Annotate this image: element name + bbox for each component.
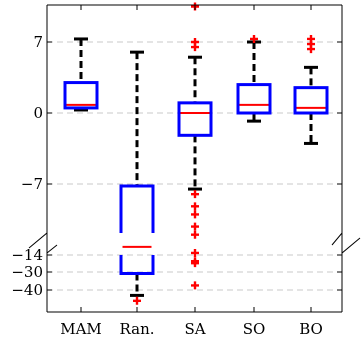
y-tick-label: −14: [11, 246, 43, 264]
box-body: [63, 81, 99, 110]
x-tick-label: BO: [299, 320, 323, 338]
box-body: [119, 184, 155, 233]
x-tick-label: Ran.: [119, 320, 154, 338]
box-mam: [63, 37, 99, 112]
outlier-marker: [307, 45, 315, 54]
y-tick-label: 7: [33, 33, 43, 51]
box-sa: [177, 55, 213, 191]
box-ran: [119, 50, 155, 297]
outlier-marker: [191, 281, 199, 290]
box-body: [293, 86, 329, 115]
x-tick-label: MAM: [60, 320, 102, 338]
outlier-marker: [250, 34, 258, 43]
outlier-marker: [191, 248, 199, 257]
box-body: [177, 101, 213, 137]
outlier-marker: [133, 296, 141, 305]
x-axis-ticks: MAM Ran. SA SO BO: [60, 5, 323, 338]
outlier-marker: [191, 190, 199, 199]
outlier-marker: [191, 257, 199, 266]
box-bo: [293, 65, 329, 145]
y-tick-label: −40: [11, 281, 43, 299]
axis-break-right: [331, 231, 361, 255]
outlier-marker: [191, 43, 199, 52]
x-tick-label: SO: [243, 320, 266, 338]
boxes: [63, 37, 329, 297]
outlier-marker: [191, 202, 199, 211]
y-tick-label: 0: [33, 104, 43, 122]
outlier-marker: [191, 230, 199, 239]
y-axis-ticks: 1470−7−14−30−40: [11, 33, 342, 299]
box-so: [236, 40, 272, 123]
outlier-marker: [191, 210, 199, 219]
grid-lines: [47, 41, 342, 291]
x-tick-label: SA: [184, 320, 205, 338]
outlier-marker: [191, 222, 199, 231]
y-tick-label: −30: [11, 263, 43, 281]
box-body-lower: [119, 255, 155, 275]
y-tick-label: −7: [21, 175, 43, 193]
axis-break-left: [28, 231, 58, 255]
box-body: [236, 83, 272, 115]
